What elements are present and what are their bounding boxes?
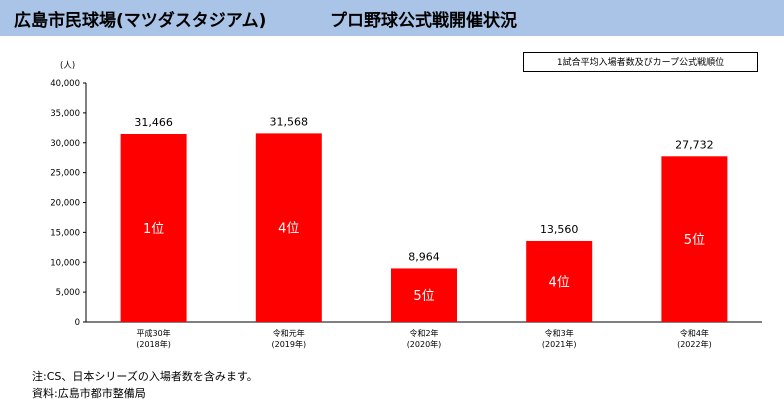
bar bbox=[526, 240, 593, 322]
bar bbox=[661, 156, 728, 322]
y-axis-unit-label: (人) bbox=[60, 61, 75, 71]
x-tick-label: 令和元年 bbox=[273, 328, 305, 338]
x-tick-label: 平成30年 bbox=[137, 328, 171, 338]
bar-value-label: 8,964 bbox=[408, 250, 440, 263]
bar bbox=[255, 133, 322, 322]
x-tick-label: 令和4年 bbox=[680, 328, 709, 338]
x-tick-sublabel: (2022年) bbox=[677, 339, 712, 349]
y-tick-label: 10,000 bbox=[50, 258, 80, 268]
x-tick-label: 令和2年 bbox=[409, 328, 438, 338]
bar-rank-label: 1位 bbox=[143, 222, 164, 237]
y-tick-label: 35,000 bbox=[50, 109, 80, 119]
bar-rank-label: 4位 bbox=[549, 275, 570, 290]
bar-rank-label: 5位 bbox=[684, 233, 705, 248]
y-tick-label: 15,000 bbox=[50, 228, 80, 238]
y-tick-label: 5,000 bbox=[56, 288, 80, 298]
x-tick-sublabel: (2021年) bbox=[542, 339, 577, 349]
bar bbox=[120, 133, 187, 322]
bar-rank-label: 4位 bbox=[278, 222, 299, 237]
y-tick-label: 40,000 bbox=[50, 79, 80, 89]
y-tick-label: 0 bbox=[75, 318, 80, 328]
bar-chart: (人) 0 5,000 10,000 15,000 20,000 25,000 30,000 3… bbox=[50, 61, 762, 349]
note-text: 注:CS、日本シリーズの入場者数を含みます。 bbox=[32, 370, 258, 383]
x-tick-label: 令和3年 bbox=[545, 328, 574, 338]
x-tick-sublabel: (2019年) bbox=[271, 339, 306, 349]
bar-value-label: 31,466 bbox=[134, 116, 173, 129]
title-bar: 広島市民球場(マツダスタジアム) プロ野球公式戦開催状況 bbox=[0, 0, 784, 36]
y-tick-label: 20,000 bbox=[50, 199, 80, 209]
legend-box: 1試合平均入場者数及びカープ公式戦順位 bbox=[523, 52, 758, 72]
x-tick-sublabel: (2020年) bbox=[407, 339, 442, 349]
y-tick-label: 30,000 bbox=[50, 139, 80, 149]
y-tick-label: 25,000 bbox=[50, 169, 80, 179]
source-text: 資料:広島市都市整備局 bbox=[32, 387, 146, 400]
chart-title: 広島市民球場(マツダスタジアム) bbox=[14, 11, 267, 31]
bar-value-label: 31,568 bbox=[270, 115, 309, 128]
chart-subtitle: プロ野球公式戦開催状況 bbox=[330, 11, 517, 31]
x-tick-sublabel: (2018年) bbox=[136, 339, 171, 349]
bar-value-label: 27,732 bbox=[675, 138, 714, 151]
bar bbox=[391, 268, 457, 322]
bar-value-label: 13,560 bbox=[540, 223, 579, 236]
bar-rank-label: 5位 bbox=[413, 289, 434, 304]
